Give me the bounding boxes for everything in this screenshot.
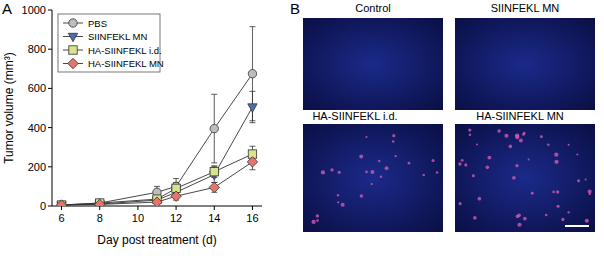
legend-marker [68,33,77,41]
data-point [152,197,162,206]
data-point [56,200,66,206]
image-label: HA-SIINFEKL MN [476,110,564,122]
legend-label: SIINFEKL MN [88,31,147,42]
series-line [62,74,253,205]
x-tick-label: 6 [58,212,64,224]
image-label: HA-SIINFEKL i.d. [312,110,397,122]
data-point [210,124,218,132]
data-point [57,201,65,206]
x-tick [176,206,177,210]
y-tick [48,49,52,50]
legend-label: HA-SIINFEKL i.d. [88,45,162,56]
x-tick [252,206,253,210]
data-point [210,168,218,176]
micrograph [455,124,595,232]
x-tick [137,206,138,210]
x-tick-label: 14 [208,212,220,224]
figure: A 0 200 400 600 800 1000 6 8 10 12 14 16 Day post tre… [0,0,604,258]
x-tick [61,206,62,210]
data-point [248,70,256,78]
legend: PBS SIINFEKL MN HA-SIINFEKL i.d. HA-SIINFEK… [58,14,164,72]
x-axis-label: Day post treatment (d) [97,233,216,247]
micrograph [455,18,595,110]
x-tick-label: 8 [97,212,103,224]
y-tick [48,206,52,207]
data-point [247,157,257,167]
data-point [95,199,105,206]
panel-label: A [2,0,12,17]
micrograph [303,124,443,232]
y-tick [48,127,52,128]
x-tick-label: 12 [170,212,182,224]
y-tick-label: 0 [40,200,46,212]
y-tick [48,88,52,89]
image-label: SIINFEKL MN [491,2,560,14]
panel-label: B [290,0,300,17]
x-tick [99,206,100,210]
micrograph [303,18,443,110]
scale-bar [565,225,589,227]
legend-marker [69,46,77,54]
image-label: Control [355,2,390,14]
x-tick [214,206,215,210]
y-tick-label: 600 [28,82,46,94]
y-tick [48,166,52,167]
y-tick [48,10,52,11]
x-tick-label: 10 [132,212,144,224]
legend-label: PBS [88,18,107,29]
data-point [171,191,181,201]
y-tick-label: 800 [28,43,46,55]
legend-label: HA-SIINFEKL MN [88,58,164,69]
legend-marker [68,58,78,68]
y-tick-label: 200 [28,161,46,173]
legend-marker [69,19,77,27]
y-tick-label: 400 [28,122,46,134]
series-line [62,107,253,205]
y-axis-label: Tumor volume (mm³) [2,52,16,164]
data-point [209,182,219,192]
y-axis [52,10,53,206]
y-tick-label: 1000 [22,4,46,16]
data-point [57,201,65,206]
x-tick-label: 16 [246,212,258,224]
data-point [248,104,257,112]
